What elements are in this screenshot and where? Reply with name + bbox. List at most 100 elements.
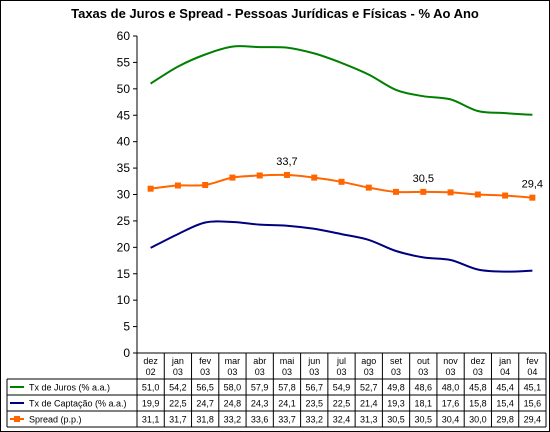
category-label: nov [443,356,458,366]
category-label: dez [143,356,158,366]
table-value: 33,6 [251,415,269,425]
series-marker-3 [447,189,454,196]
table-value: 23,5 [305,399,323,409]
category-label: 03 [282,367,292,377]
legend-key-marker [14,416,20,422]
y-tick-label: 55 [117,55,131,69]
table-value: 24,3 [251,399,269,409]
table-value: 33,7 [278,415,296,425]
series-marker-3 [229,174,236,181]
table-value: 58,0 [224,383,242,393]
series-marker-3 [365,184,372,191]
category-label: abr [253,356,266,366]
y-tick-label: 10 [117,293,131,307]
table-value: 24,8 [224,399,242,409]
table-value: 30,5 [415,415,433,425]
y-tick-label: 35 [117,161,131,175]
table-value: 45,4 [496,383,514,393]
table-value: 22,5 [333,399,351,409]
table-value: 48,0 [442,383,460,393]
table-value: 54,9 [333,383,351,393]
legend-entry: Tx de Captação (% a.a.) [29,399,127,409]
category-label: jan [171,356,184,366]
table-value: 57,8 [278,383,296,393]
table-value: 31,7 [169,415,187,425]
table-value: 45,1 [524,383,542,393]
y-tick-label: 25 [117,214,131,228]
category-label: fev [526,356,539,366]
table-value: 49,8 [387,383,405,393]
category-label: 03 [418,367,428,377]
category-label: jul [336,356,346,366]
y-tick-label: 20 [117,240,131,254]
table-value: 31,3 [360,415,378,425]
series-marker-3 [283,171,290,178]
category-label: mar [225,356,241,366]
y-tick-label: 40 [117,135,131,149]
table-value: 17,6 [442,399,460,409]
category-label: 03 [173,367,183,377]
category-label: 04 [500,367,510,377]
category-label: 02 [146,367,156,377]
series-line-1 [150,45,533,116]
category-label: dez [471,356,486,366]
series-marker-3 [202,181,209,188]
table-value: 31,1 [142,415,160,425]
table-value: 30,0 [469,415,487,425]
category-label: mai [280,356,295,366]
data-label: 29,4 [522,179,543,191]
table-value: 54,2 [169,383,187,393]
category-label: 03 [391,367,401,377]
category-label: 03 [227,367,237,377]
table-value: 57,9 [251,383,269,393]
table-value: 33,2 [305,415,323,425]
table-value: 48,6 [415,383,433,393]
table-value: 56,7 [305,383,323,393]
series-marker-3 [502,192,509,199]
chart-title: Taxas de Juros e Spread - Pessoas Jurídi… [71,6,479,21]
y-tick-label: 60 [117,29,131,43]
category-label: jan [498,356,511,366]
table-value: 52,7 [360,383,378,393]
table-value: 56,5 [196,383,214,393]
y-tick-label: 5 [123,320,130,334]
category-label: 03 [473,367,483,377]
category-label: 03 [446,367,456,377]
table-value: 45,8 [469,383,487,393]
table-value: 33,2 [224,415,242,425]
category-label: jun [307,356,320,366]
table-value: 32,4 [333,415,351,425]
series-marker-3 [393,188,400,195]
series-line-2 [150,220,533,273]
y-tick-label: 50 [117,82,131,96]
category-label: 03 [200,367,210,377]
category-label: fev [199,356,212,366]
category-label: 03 [336,367,346,377]
legend-entry: Spread (p.p.) [29,415,82,425]
table-value: 19,9 [142,399,160,409]
data-label: 33,7 [276,156,297,168]
table-value: 30,5 [387,415,405,425]
category-label: 03 [309,367,319,377]
table-value: 15,4 [496,399,514,409]
table-value: 18,1 [415,399,433,409]
table-value: 15,8 [469,399,487,409]
series-marker-3 [311,174,318,181]
series-marker-3 [256,172,263,179]
series-marker-3 [529,194,536,201]
series-marker-3 [338,178,345,185]
table-value: 29,4 [524,415,542,425]
table-value: 29,8 [496,415,514,425]
table-value: 19,3 [387,399,405,409]
data-label: 30,5 [413,173,434,185]
y-tick-label: 15 [117,267,131,281]
table-value: 31,8 [196,415,214,425]
series-marker-3 [147,185,154,192]
y-tick-label: 0 [123,346,130,360]
category-label: set [390,356,403,366]
legend-entry: Tx de Juros (% a.a.) [29,383,110,393]
series-marker-3 [420,188,427,195]
table-value: 51,0 [142,383,160,393]
category-label: 03 [255,367,265,377]
